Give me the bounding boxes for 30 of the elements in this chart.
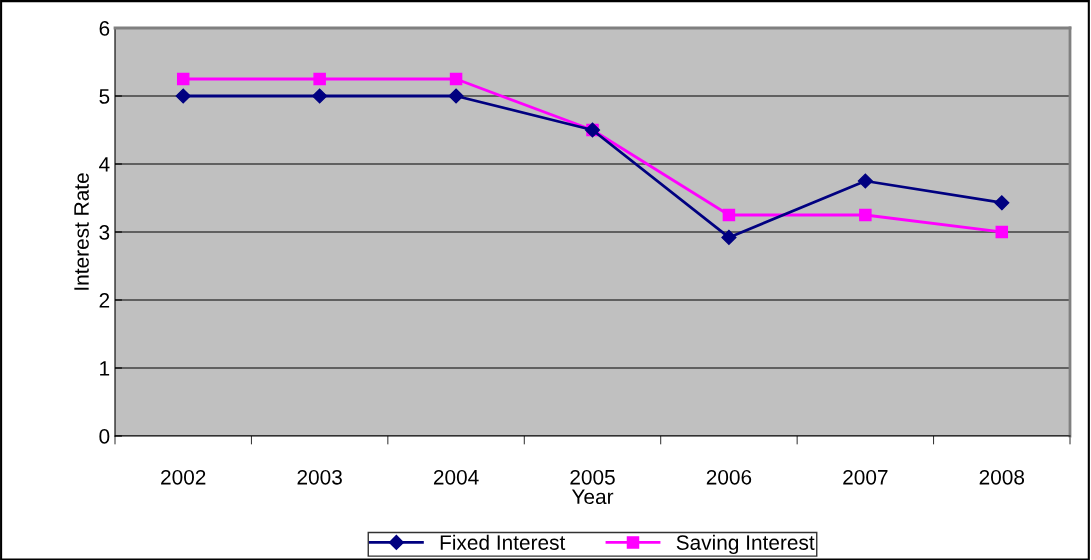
- y-tick-label: 3: [99, 225, 110, 240]
- point: [995, 225, 1009, 239]
- x-tick-label: 2005: [570, 469, 615, 485]
- y-tick-label: 2: [99, 293, 110, 308]
- point: [176, 72, 190, 86]
- x-tick-label: 2007: [843, 469, 888, 485]
- point: [721, 229, 737, 246]
- y-tick-label: 4: [99, 157, 110, 172]
- x-axis-title: Year: [571, 489, 614, 505]
- point: [175, 88, 191, 104]
- y-axis-title: Interest Rate: [74, 173, 89, 290]
- point: [857, 173, 873, 189]
- point: [449, 72, 463, 86]
- point: [448, 88, 464, 104]
- x-tick-label: 2006: [706, 469, 752, 485]
- point: [859, 208, 872, 222]
- y-tick-label: 1: [100, 361, 110, 376]
- point: [312, 88, 328, 104]
- point: [313, 72, 326, 86]
- x-tick-label: 2008: [979, 469, 1025, 485]
- y-tick-label: 5: [99, 89, 110, 104]
- legend-label: Saving Interest: [676, 534, 815, 555]
- point: [994, 195, 1010, 211]
- y-tick-label: 6: [99, 21, 110, 36]
- x-tick-label: 2003: [297, 469, 342, 485]
- legend-label: Fixed Interest: [440, 534, 566, 550]
- point: [722, 208, 736, 222]
- x-tick-label: 2002: [161, 469, 206, 485]
- x-tick-label: 2004: [433, 469, 479, 485]
- y-tick-label: 0: [99, 429, 110, 444]
